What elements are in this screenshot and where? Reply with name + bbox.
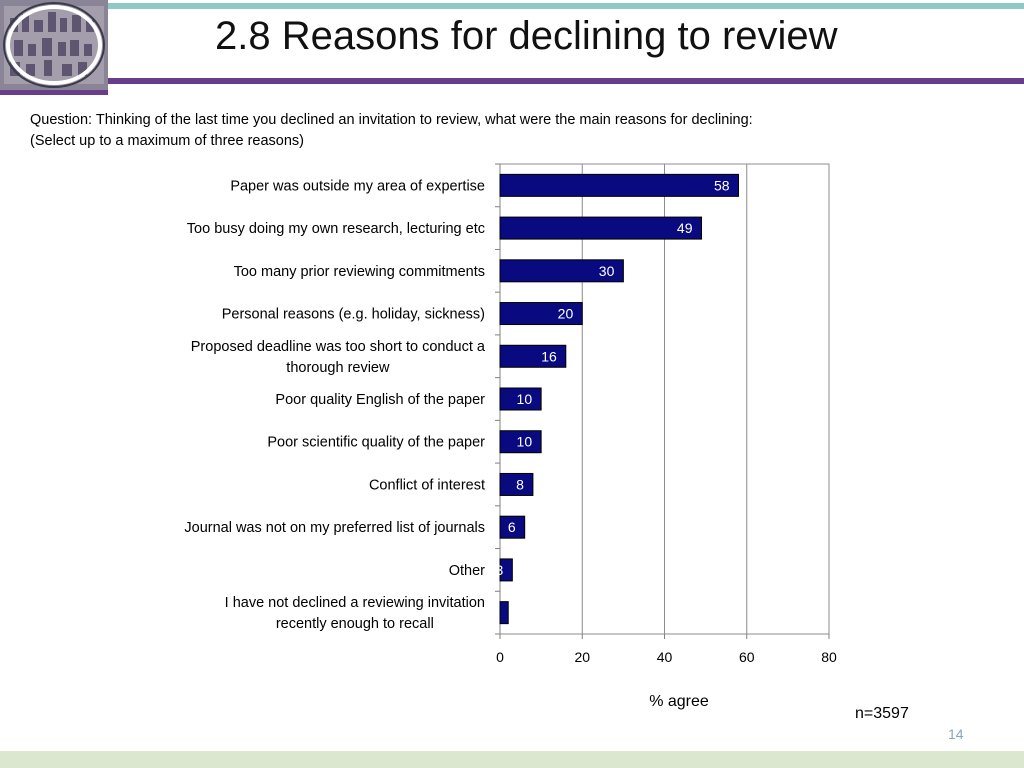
data-label-6: 10	[517, 434, 533, 450]
page-title: 2.8 Reasons for declining to review	[215, 14, 838, 58]
category-label-2: Too many prior reviewing commitments	[234, 264, 485, 280]
x-tick-label-4: 80	[821, 649, 837, 665]
bar-1	[499, 216, 703, 240]
data-label-7: 8	[516, 476, 524, 492]
data-label-3: 20	[558, 306, 574, 322]
category-label-10: I have not declined a reviewing invitati…	[225, 595, 485, 611]
data-label-9: 3	[496, 562, 504, 578]
category-label-8: Journal was not on my preferred list of …	[184, 520, 485, 536]
x-tick-label-1: 20	[574, 649, 590, 665]
category-label-4-line2: thorough review	[286, 360, 390, 376]
bar-4	[499, 344, 567, 368]
bar-8	[499, 515, 526, 539]
bar-chart: 0 20 40 60 80 % agree 58 Paper was outside my a…	[184, 163, 837, 710]
footer-band	[0, 751, 1024, 768]
category-label-7: Conflict of interest	[369, 477, 485, 493]
data-label-2: 30	[599, 263, 615, 279]
category-label-5: Poor quality English of the paper	[275, 392, 485, 408]
x-tick-label-3: 60	[739, 649, 755, 665]
category-label-9: Other	[449, 563, 485, 579]
bar-2	[499, 259, 624, 283]
sample-size-label: n=3597	[855, 705, 909, 722]
question-text: Question: Thinking of the last time you …	[30, 112, 753, 149]
bar-0	[499, 173, 740, 197]
data-label-5: 10	[517, 391, 533, 407]
bar-5	[499, 387, 542, 411]
category-label-6: Poor scientific quality of the paper	[267, 435, 485, 451]
category-label-4: Proposed deadline was too short to condu…	[191, 339, 486, 355]
page-number: 14	[948, 726, 964, 742]
data-label-8: 6	[508, 519, 516, 535]
header-teal-rule	[108, 3, 1024, 9]
bar-6	[499, 430, 542, 454]
header-purple-rule	[108, 78, 1024, 84]
category-label-3: Personal reasons (e.g. holiday, sickness…	[222, 307, 485, 323]
category-label-0: Paper was outside my area of expertise	[230, 178, 485, 194]
bar-7	[499, 472, 534, 496]
bar-3	[499, 302, 583, 326]
x-tick-label-0: 0	[496, 649, 504, 665]
logo-underline-bar	[0, 90, 108, 95]
data-label-0: 58	[714, 177, 730, 193]
bar-9	[499, 558, 513, 582]
logo-image	[0, 0, 108, 90]
x-axis-title: % agree	[649, 693, 709, 710]
data-label-4: 16	[541, 348, 557, 364]
category-label-10-line2: recently enough to recall	[276, 616, 434, 632]
bar-10	[499, 601, 509, 625]
category-label-1: Too busy doing my own research, lecturin…	[187, 221, 485, 237]
x-tick-label-2: 40	[657, 649, 673, 665]
data-label-1: 49	[677, 220, 693, 236]
